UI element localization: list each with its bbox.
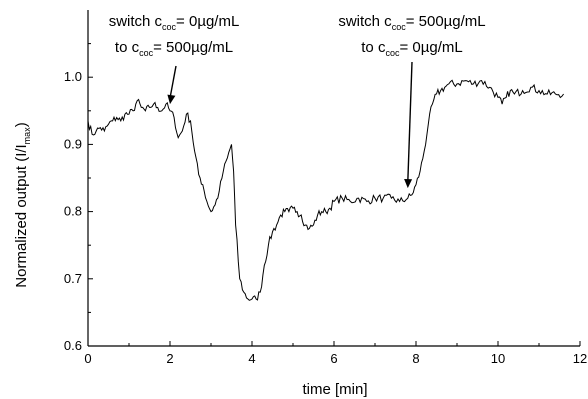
y-tick-label: 0.9 [64,136,82,151]
x-tick-label: 10 [491,351,505,366]
annotation-subscript: coc [385,48,400,58]
annotation-text: switch c [338,13,392,30]
annotation-arrow-head [167,94,176,105]
y-axis-title-end: ) [13,122,30,127]
annotation-subscript: coc [139,48,154,58]
y-tick-label: 0.8 [64,204,82,219]
y-axis-title: Normalized output (I/Imax) [13,122,32,287]
series-line-0 [87,79,565,301]
annotation-line2: to ccoc= 0µg/mL [361,39,462,58]
x-tick-label: 4 [248,351,255,366]
annotation-line1: switch ccoc= 0µg/mL [109,13,240,32]
x-tick-label: 8 [412,351,419,366]
annotation-text: = 500µg/mL [406,13,486,30]
annotation-text: to c [361,39,386,56]
series-layer [87,79,565,301]
y-axis-title-main: Normalized output (I/I [13,144,30,287]
y-axis-title-sub: max [22,127,32,145]
x-tick-label: 12 [573,351,587,366]
annotation-subscript: coc [392,22,407,32]
annotation-subscript: coc [162,22,177,32]
annotation-arrow-line [407,61,413,183]
annotation-line1: switch ccoc= 500µg/mL [338,13,485,32]
axes: 0 2 4 6 8 10 12 0.6 0.7 0.8 0.9 1.0 [64,10,587,366]
annotation-text: = 0µg/mL [399,39,462,56]
x-axis-title: time [min] [302,381,367,398]
annotation-arrow-line [169,65,177,99]
annotation-text: to c [115,39,140,56]
x-tick-label: 2 [166,351,173,366]
annotation-text: = 500µg/mL [153,39,233,56]
annotation-text: = 0µg/mL [176,13,239,30]
y-tick-label: 0.7 [64,271,82,286]
annotation-text: switch c [109,13,163,30]
annotation-arrow-head [404,179,413,189]
x-tick-label: 6 [330,351,337,366]
annotation-line2: to ccoc= 500µg/mL [115,39,233,58]
x-tick-label: 0 [84,351,91,366]
axis-titles: time [min] Normalized output (I/Imax) [13,122,368,398]
y-tick-label: 0.6 [64,338,82,353]
y-tick-label: 1.0 [64,69,82,84]
